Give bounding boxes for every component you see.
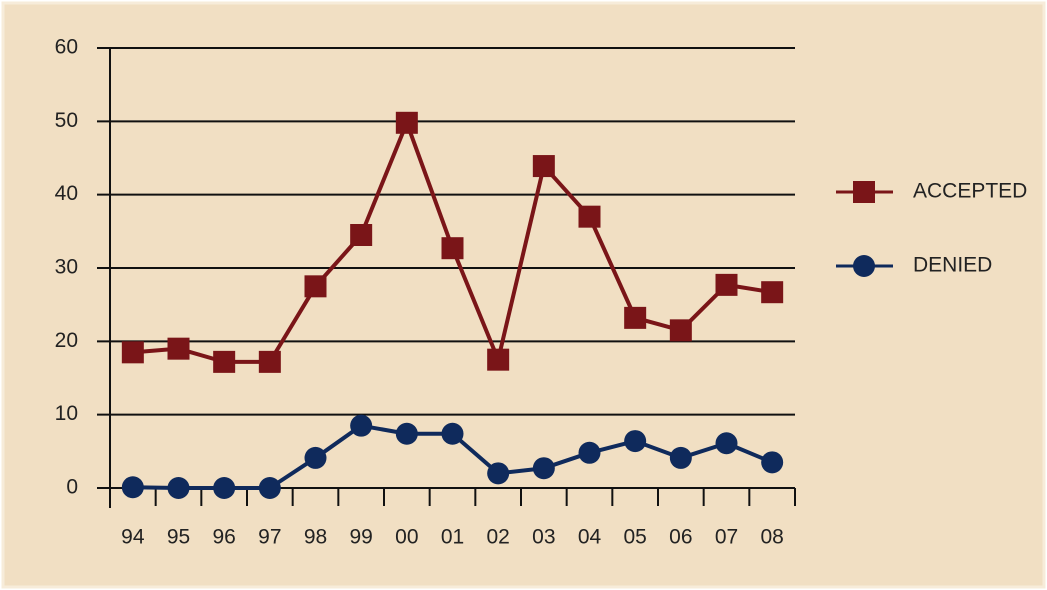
x-tick-label: 06	[669, 526, 692, 549]
x-tick-label: 08	[760, 526, 783, 549]
data-point	[487, 462, 510, 485]
data-point	[121, 341, 144, 364]
data-point	[258, 477, 281, 499]
data-point	[350, 414, 373, 437]
y-tick-label: 0	[66, 476, 78, 499]
data-point	[395, 111, 418, 134]
data-point	[715, 432, 738, 455]
data-point	[715, 273, 738, 296]
x-tick-label: 96	[212, 526, 235, 549]
y-tick-label: 20	[55, 329, 78, 352]
y-tick-label: 30	[55, 256, 78, 279]
y-tick-label: 40	[55, 182, 78, 205]
data-point	[350, 224, 373, 246]
data-point	[213, 477, 236, 499]
x-tick-label: 01	[441, 526, 464, 549]
data-point	[578, 205, 601, 228]
y-tick-label: 10	[55, 402, 78, 425]
data-point	[669, 446, 692, 469]
legend-label: DENIED	[913, 254, 992, 277]
data-point	[578, 441, 601, 464]
data-point	[624, 430, 647, 453]
x-tick-label: 97	[258, 526, 281, 549]
data-point	[258, 350, 281, 373]
data-point	[167, 477, 190, 499]
data-point	[624, 306, 647, 329]
x-tick-label: 94	[121, 526, 145, 549]
data-point	[304, 275, 327, 298]
data-point	[213, 350, 236, 373]
x-tick-label: 00	[395, 526, 418, 549]
data-point	[441, 422, 464, 445]
x-tick-label: 02	[486, 526, 509, 549]
data-point	[761, 451, 784, 474]
x-tick-label: 95	[167, 526, 190, 549]
legend-marker	[853, 255, 875, 277]
data-point	[669, 319, 692, 342]
data-point	[487, 348, 510, 371]
x-tick-label: 04	[578, 526, 602, 549]
data-point	[304, 446, 327, 469]
legend-label: ACCEPTED	[913, 180, 1027, 203]
data-point	[121, 476, 144, 499]
data-point	[532, 457, 555, 480]
legend-marker	[853, 181, 875, 203]
y-tick-label: 60	[55, 36, 78, 59]
data-point	[167, 337, 190, 360]
data-point	[441, 237, 464, 260]
x-tick-label: 03	[532, 526, 555, 549]
data-point	[395, 422, 418, 445]
x-tick-label: 07	[715, 526, 738, 549]
x-tick-label: 99	[349, 526, 372, 549]
data-point	[761, 281, 784, 304]
x-tick-label: 05	[623, 526, 646, 549]
y-tick-label: 50	[55, 109, 78, 132]
x-tick-label: 98	[304, 526, 327, 549]
data-point	[532, 155, 555, 178]
